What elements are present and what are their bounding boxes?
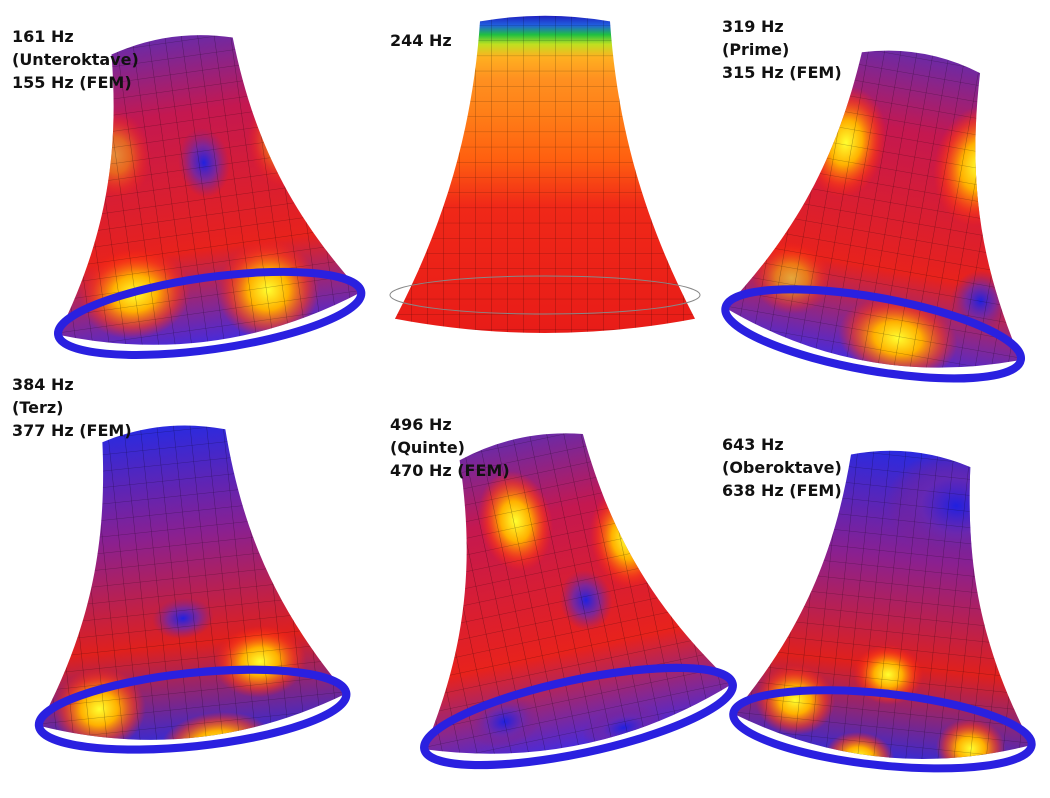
- label-line: (Prime): [722, 40, 789, 59]
- label-line: 244 Hz: [390, 31, 452, 50]
- label-line: 315 Hz (FEM): [722, 63, 842, 82]
- label-line: 377 Hz (FEM): [12, 421, 132, 440]
- label-line: 319 Hz: [722, 17, 784, 36]
- label-line: (Terz): [12, 398, 63, 417]
- label-line: 496 Hz: [390, 415, 452, 434]
- bell-mode: [9, 410, 353, 791]
- label-line: 155 Hz (FEM): [12, 73, 132, 92]
- label-line: (Oberoktave): [722, 458, 842, 477]
- mode-label: 319 Hz (Prime) 315 Hz (FEM): [722, 17, 842, 82]
- mode-label: 384 Hz (Terz) 377 Hz (FEM): [12, 375, 132, 440]
- label-line: 384 Hz: [12, 375, 74, 394]
- label-line: 638 Hz (FEM): [722, 481, 842, 500]
- mode-label: 161 Hz (Unteroktave) 155 Hz (FEM): [12, 27, 144, 92]
- label-line: (Quinte): [390, 438, 465, 457]
- label-line: 161 Hz: [12, 27, 74, 46]
- mode-label: 244 Hz: [390, 31, 452, 50]
- mode-label: 496 Hz (Quinte) 470 Hz (FEM): [390, 415, 510, 480]
- label-line: 470 Hz (FEM): [390, 461, 510, 480]
- bell-mode: [389, 15, 701, 334]
- mode-label: 643 Hz (Oberoktave) 638 Hz (FEM): [722, 435, 847, 500]
- label-line: 643 Hz: [722, 435, 784, 454]
- label-line: (Unteroktave): [12, 50, 139, 69]
